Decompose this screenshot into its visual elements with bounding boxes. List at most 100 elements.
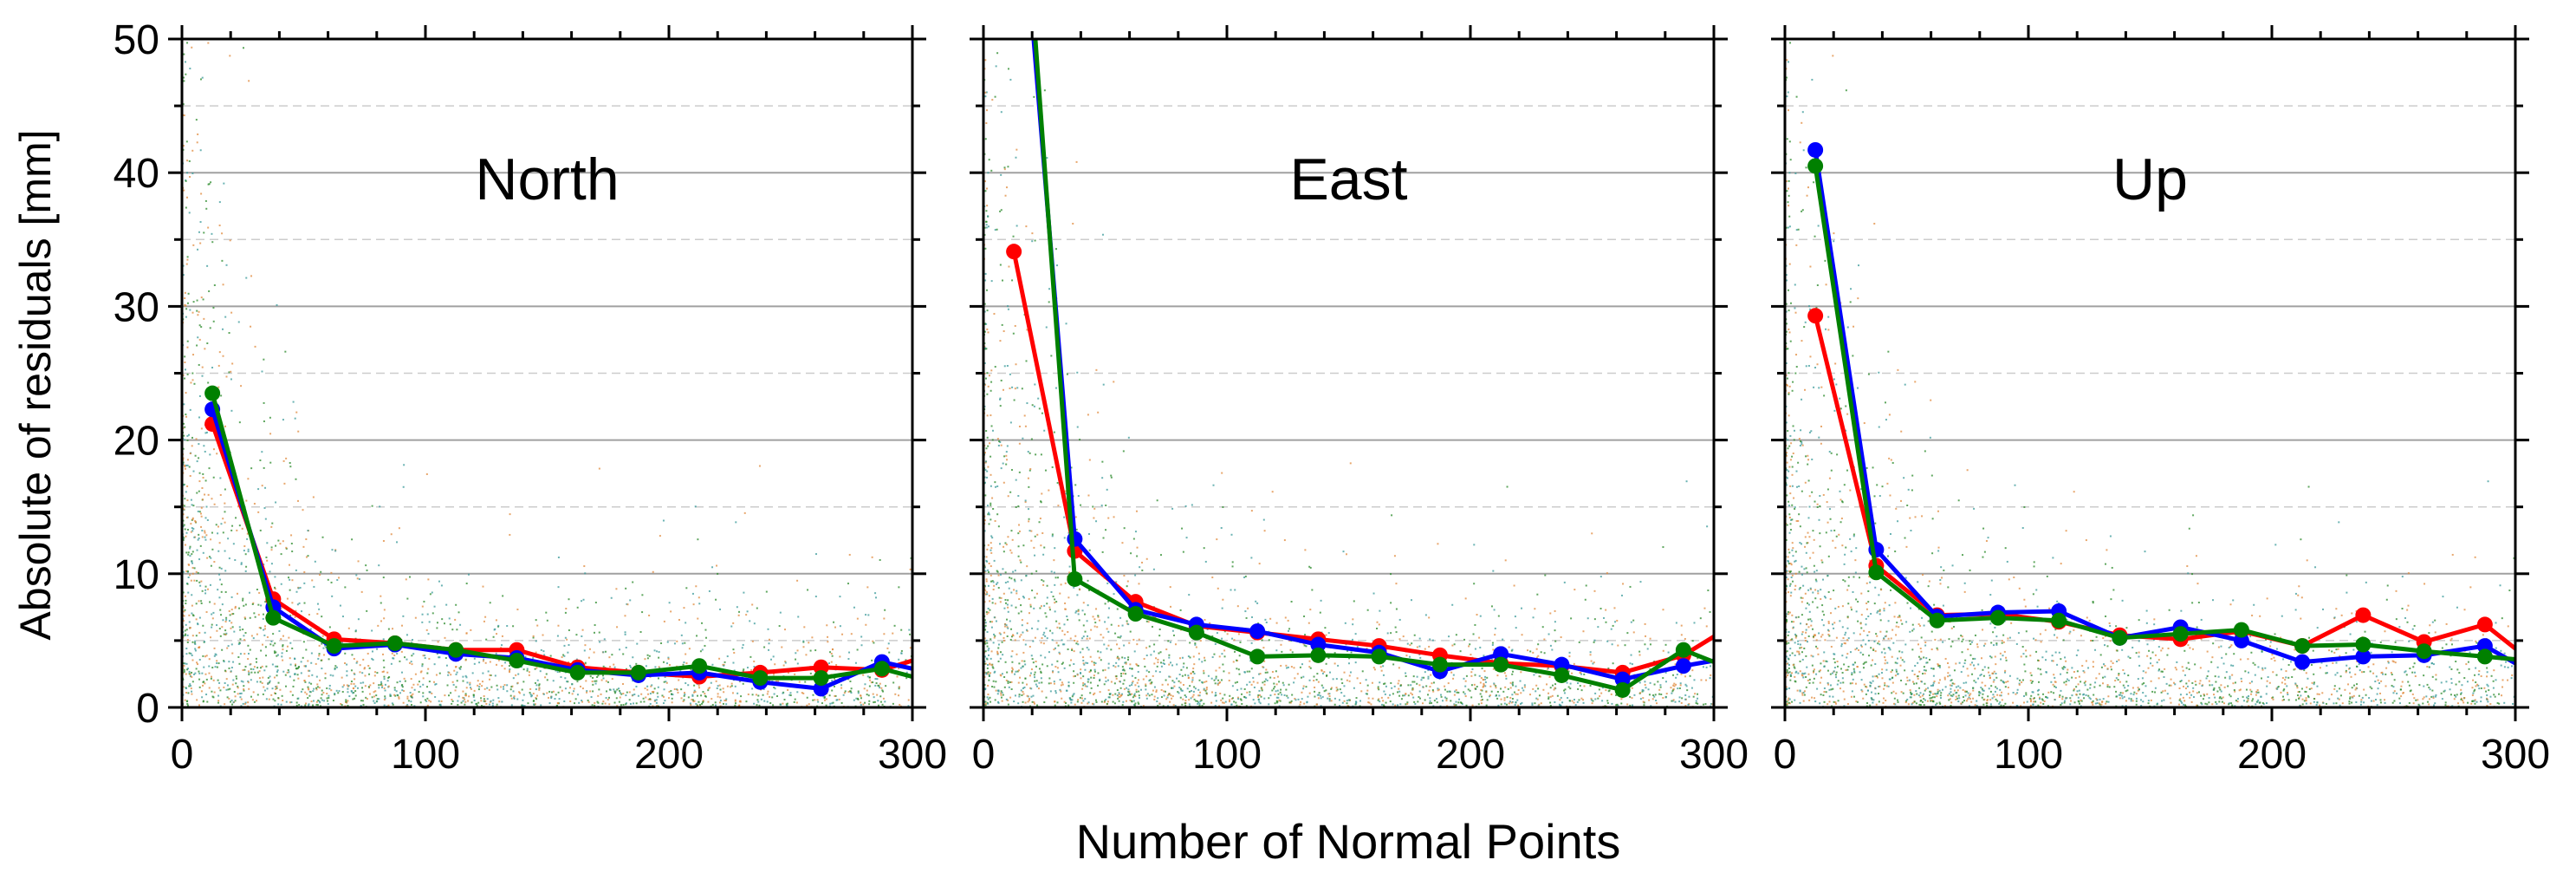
scatter-point [424,657,426,660]
scatter-point [375,694,378,697]
scatter-point [774,663,776,666]
scatter-point [722,702,724,705]
scatter-point [693,700,696,702]
scatter-point [1081,648,1084,650]
scatter-point [315,687,318,689]
scatter-point [276,654,279,656]
scatter-point [239,653,242,655]
scatter-point [633,694,636,696]
scatter-point [996,583,998,585]
scatter-point [1191,679,1194,681]
scatter-point [1389,694,1392,696]
scatter-point [209,327,211,329]
scatter-point [225,618,228,621]
scatter-point [983,303,986,305]
scatter-point [1158,652,1160,655]
scatter-point [1617,704,1619,707]
scatter-point [296,674,299,676]
scatter-point [483,658,485,661]
scatter-point [191,379,194,381]
scatter-point [1010,655,1013,658]
scatter-point [194,649,197,652]
scatter-point [998,440,1001,443]
scatter-point [446,684,449,687]
scatter-point [1217,679,1220,681]
scatter-point [773,693,775,695]
scatter-point [1074,516,1077,518]
scatter-point [282,659,284,661]
scatter-point [296,499,299,502]
scatter-point [796,649,799,652]
scatter-point [735,521,737,524]
scatter-point [253,503,256,505]
scatter-point [808,703,810,706]
scatter-point [204,673,207,675]
scatter-point [198,686,201,688]
scatter-point [611,654,613,656]
scatter-point [506,684,509,687]
scatter-point [1037,620,1040,622]
scatter-point [1347,662,1350,665]
scatter-point [1327,693,1330,695]
scatter-point [352,687,354,690]
scatter-point [823,695,826,698]
scatter-point [1320,697,1322,700]
scatter-point [568,692,570,694]
scatter-point [1236,668,1238,670]
scatter-point [990,547,993,550]
scatter-point [1425,685,1428,687]
scatter-point [1156,665,1158,668]
scatter-point [1237,668,1240,671]
scatter-point [1554,621,1556,623]
scatter-point [704,644,706,647]
scatter-point [986,372,989,375]
scatter-point [504,661,507,664]
scatter-point [1503,697,1506,700]
scatter-point [217,701,219,704]
scatter-point [1570,617,1573,620]
scatter-point [1601,687,1604,689]
scatter-point [522,705,524,707]
scatter-point [288,577,290,579]
scatter-point [1043,89,1046,92]
scatter-point [1030,668,1033,671]
scatter-point [186,485,189,487]
scatter-point [828,662,831,665]
scatter-point [1033,405,1035,407]
scatter-point [1203,547,1205,550]
scatter-point [1315,679,1318,681]
scatter-point [983,601,986,603]
scatter-point [1580,689,1583,692]
scatter-point [1303,615,1306,617]
scatter-point [991,666,994,668]
scatter-point [411,694,413,697]
scatter-point [1297,698,1300,700]
scatter-point [648,655,651,657]
scatter-point [899,686,901,688]
scatter-point [992,680,995,682]
scatter-point [1050,355,1053,357]
scatter-point [205,678,208,681]
scatter-point [1217,682,1219,685]
scatter-point [1699,617,1702,620]
scatter-point [444,636,446,639]
scatter-point [516,609,519,611]
scatter-point [195,570,198,573]
scatter-point [382,540,385,543]
scatter-point [999,440,1002,443]
scatter-point [1509,687,1512,689]
scatter-point [655,701,658,704]
scatter-point [204,479,207,482]
scatter-point [244,701,247,704]
scatter-point [1325,689,1327,692]
scatter-point [199,584,202,587]
scatter-point [593,631,595,634]
scatter-point [354,673,356,675]
scatter-point [258,670,261,673]
scatter-point [210,538,212,541]
scatter-point [200,525,203,528]
scatter-point [733,652,736,655]
scatter-point [1276,675,1279,678]
scatter-point [187,292,190,295]
scatter-point [1506,485,1509,488]
